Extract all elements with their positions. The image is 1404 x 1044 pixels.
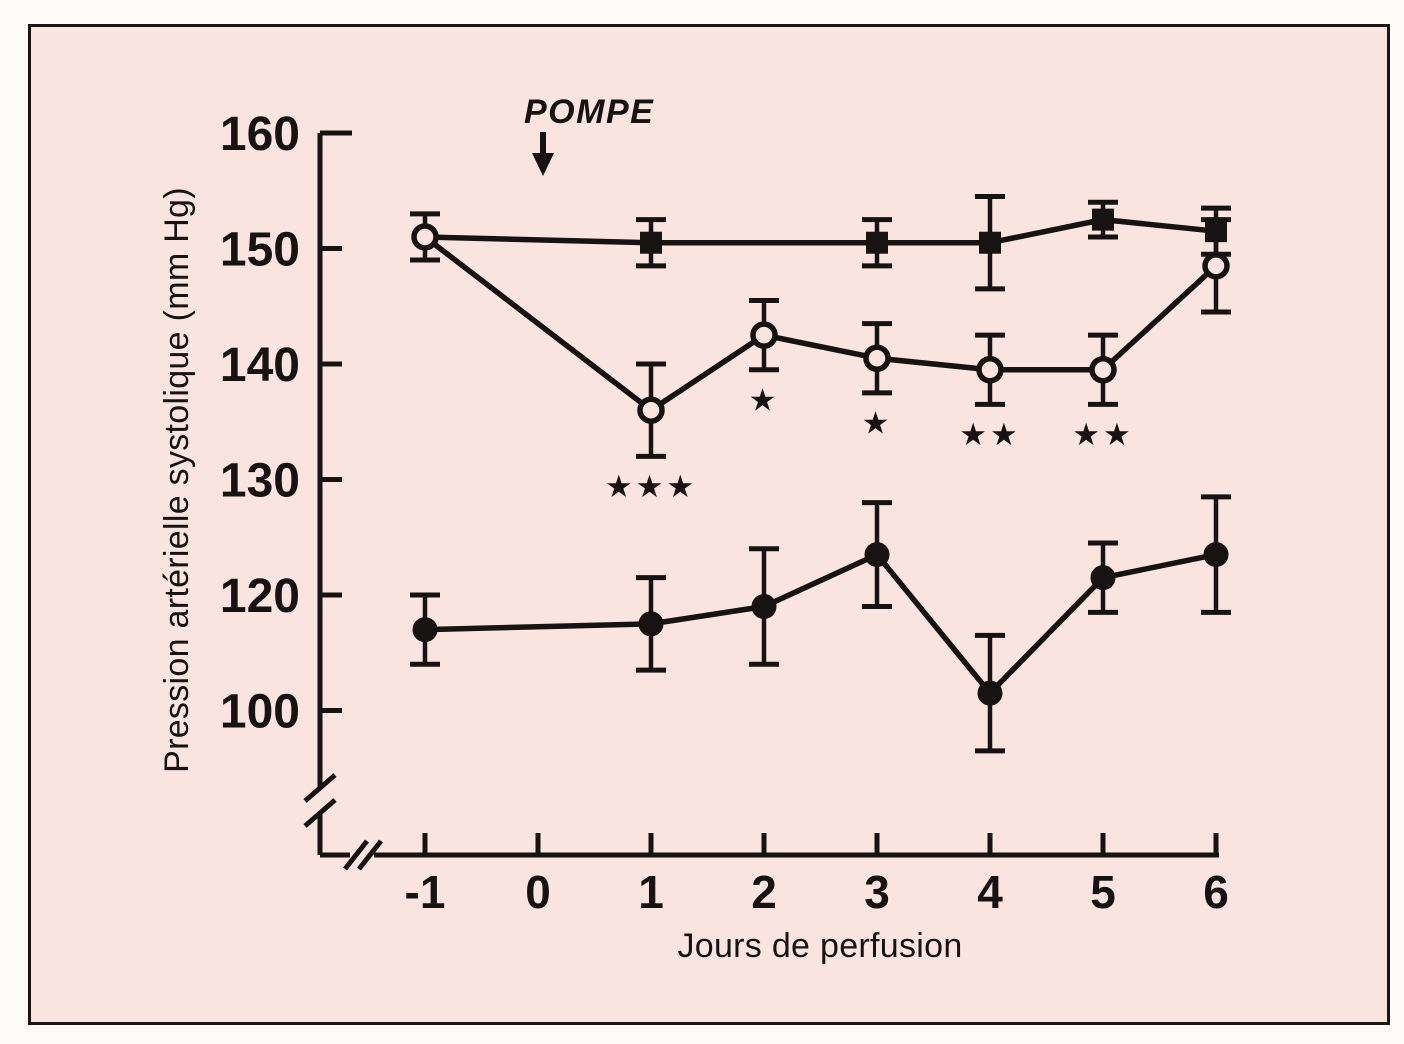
figure-panel	[28, 24, 1390, 1025]
x-tick-label: 3	[864, 866, 890, 918]
data-point-filled-square	[640, 231, 662, 254]
data-point-open-circle	[976, 356, 1004, 384]
series-markers-filled-circle	[412, 542, 1229, 706]
series-markers-open-circle	[411, 223, 1230, 424]
data-point-filled-circle	[1090, 565, 1116, 591]
significance-marker: ★★	[1072, 417, 1134, 452]
x-tick-label: 1	[638, 866, 664, 918]
y-tick-label: 100	[220, 686, 300, 739]
data-point-filled-circle	[864, 542, 890, 568]
data-point-open-circle	[1202, 252, 1230, 280]
data-point-open-circle	[411, 223, 439, 251]
x-axis-title: Jours de perfusion	[677, 927, 962, 965]
error-bars-filled-circle	[410, 494, 1231, 754]
x-tick-label: 5	[1090, 866, 1116, 918]
x-tick-label: 0	[525, 866, 551, 918]
data-point-filled-square	[866, 231, 888, 254]
y-tick-label: 130	[220, 455, 300, 508]
data-point-filled-square	[1205, 220, 1227, 243]
data-point-filled-circle	[1203, 542, 1229, 568]
series-polyline	[422, 234, 1219, 413]
significance-stars: ★★★★★ ★★ ★★	[605, 382, 1134, 504]
x-tick-label: 6	[1203, 866, 1229, 918]
y-tick-label: 140	[220, 339, 300, 392]
data-point-open-circle	[863, 344, 891, 372]
series-polyline	[422, 216, 1219, 246]
x-tick-label: 2	[751, 866, 777, 918]
data-point-filled-square	[979, 231, 1001, 254]
series-line-filled-square	[422, 216, 1219, 246]
y-tick-label: 120	[220, 570, 300, 623]
data-point-open-circle	[637, 396, 665, 424]
x-tick-label: -1	[405, 866, 446, 918]
significance-marker: ★★	[959, 417, 1021, 452]
y-axis-title: Pression artérielle systolique (mm Hg)	[158, 187, 196, 773]
y-tick-label: 160	[220, 108, 300, 161]
x-axis: -1 0 1 2 3 4 5 6	[320, 833, 1229, 918]
series-markers-filled-square	[640, 208, 1227, 254]
data-point-open-circle	[1089, 356, 1117, 384]
y-axis: 160 150 140 130 120 100	[220, 108, 352, 855]
data-point-filled-circle	[751, 594, 777, 620]
pump-arrow-icon	[532, 132, 554, 176]
data-point-open-circle	[750, 321, 778, 349]
data-point-filled-circle	[638, 611, 664, 637]
data-point-filled-circle	[977, 680, 1003, 706]
significance-marker: ★	[862, 405, 893, 440]
data-point-filled-circle	[412, 617, 438, 643]
significance-marker: ★★★	[605, 469, 697, 504]
pump-annotation-label: POMPE	[524, 93, 654, 131]
x-tick-label: 4	[977, 866, 1003, 918]
significance-marker: ★	[749, 382, 780, 417]
y-tick-label: 150	[220, 224, 300, 277]
series-line-open-circle	[422, 234, 1219, 413]
y-axis-break-icon	[303, 773, 337, 828]
x-axis-break-icon	[343, 839, 383, 871]
data-point-filled-square	[1092, 208, 1114, 231]
